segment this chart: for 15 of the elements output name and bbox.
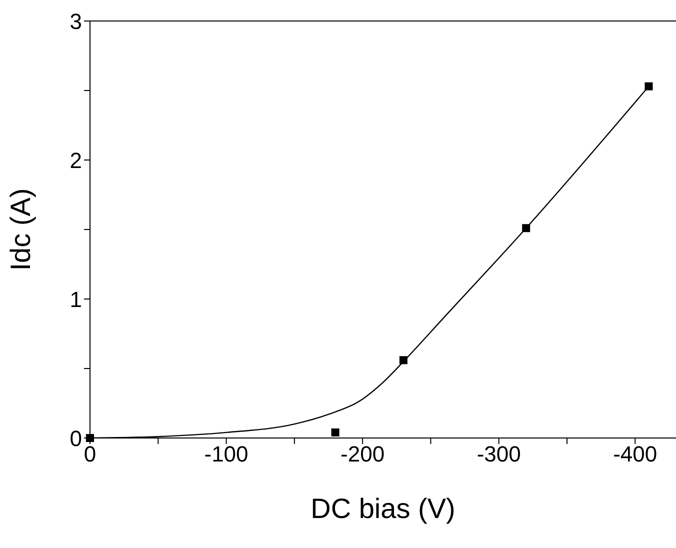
point <box>644 82 653 90</box>
point <box>86 434 94 442</box>
y-axis-title: Idc (A) <box>4 188 36 271</box>
y-tick-label: 2 <box>70 148 82 173</box>
x-tick-label: -100 <box>204 442 248 467</box>
x-tick-label: -400 <box>613 442 658 467</box>
x-tick-label: -300 <box>476 442 521 467</box>
y-tick-label: 0 <box>70 426 82 451</box>
y-tick-label: 1 <box>70 286 82 312</box>
x-tick-label: -200 <box>340 442 385 467</box>
point <box>399 356 408 364</box>
x-axis-title: DC bias (V) <box>310 493 456 524</box>
point <box>331 428 340 436</box>
y-tick-label: 3 <box>70 8 82 34</box>
point <box>522 224 530 232</box>
